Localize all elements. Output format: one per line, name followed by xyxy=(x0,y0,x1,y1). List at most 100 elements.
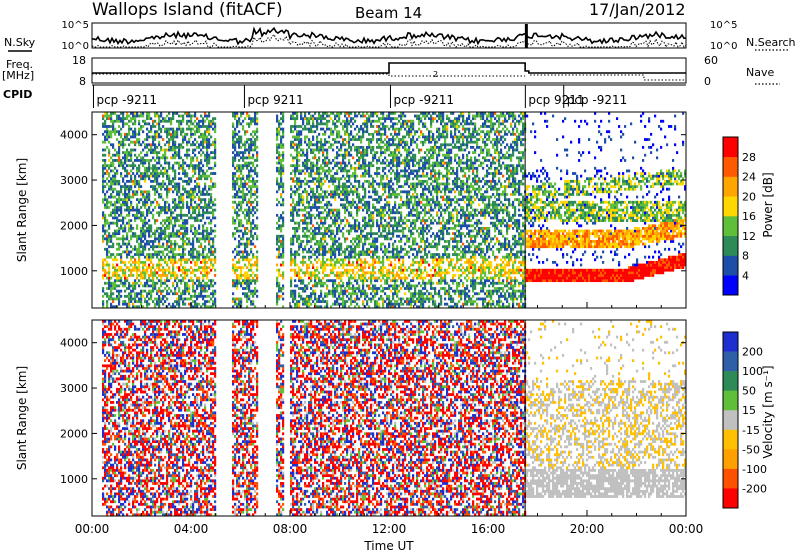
power-cell xyxy=(152,156,154,159)
power-cell xyxy=(200,159,202,162)
power-cell xyxy=(168,235,170,238)
power-cell xyxy=(154,125,156,128)
power-cell xyxy=(280,243,282,246)
power-cell xyxy=(278,201,280,204)
power-cell xyxy=(126,237,128,240)
power-cell xyxy=(304,162,306,165)
power-cell xyxy=(276,183,278,186)
power-cell xyxy=(212,266,214,269)
power-cell xyxy=(166,261,168,264)
power-cell xyxy=(132,227,134,230)
power-cell xyxy=(140,235,142,238)
power-cell xyxy=(180,156,182,159)
power-cell xyxy=(282,198,284,201)
power-cell xyxy=(356,211,358,214)
power-cell xyxy=(376,141,378,144)
power-cell xyxy=(110,156,112,159)
power-cell xyxy=(248,295,250,298)
power-cell xyxy=(158,264,160,267)
power-cell xyxy=(256,290,258,293)
power-cell xyxy=(206,271,208,274)
power-cell xyxy=(156,266,158,269)
power-cell xyxy=(358,243,360,246)
power-cell xyxy=(248,269,250,272)
power-cell xyxy=(110,290,112,293)
power-cell xyxy=(198,232,200,235)
power-cell xyxy=(182,256,184,259)
power-cell xyxy=(342,290,344,293)
power-cell xyxy=(362,209,364,212)
power-cell xyxy=(282,203,284,206)
power-cell xyxy=(180,128,182,131)
power-cell xyxy=(130,128,132,131)
power-cell xyxy=(102,159,104,162)
power-cell xyxy=(276,156,278,159)
power-cell xyxy=(210,125,212,128)
power-cell xyxy=(314,183,316,186)
power-cell xyxy=(356,235,358,238)
power-cell xyxy=(242,188,244,191)
power-cell xyxy=(368,146,370,149)
power-cell xyxy=(128,211,130,214)
power-cell xyxy=(332,120,334,123)
power-cell xyxy=(158,175,160,178)
power-cell xyxy=(120,133,122,136)
power-cell xyxy=(204,230,206,233)
power-cell xyxy=(136,282,138,285)
power-cell xyxy=(290,128,292,131)
power-cell xyxy=(254,120,256,123)
power-cell xyxy=(202,141,204,144)
power-cell xyxy=(156,203,158,206)
power-cell xyxy=(202,138,204,141)
power-cell xyxy=(326,154,328,157)
power-cell xyxy=(328,290,330,293)
power-cell xyxy=(214,251,216,254)
power-cell xyxy=(296,274,298,277)
power-cell xyxy=(108,180,110,183)
power-cell xyxy=(310,149,312,152)
power-cell xyxy=(360,279,362,282)
power-cell xyxy=(376,287,378,290)
power-cell xyxy=(122,164,124,167)
power-cell xyxy=(136,261,138,264)
power-cell xyxy=(280,245,282,248)
power-cell xyxy=(116,277,118,280)
power-cell xyxy=(306,235,308,238)
power-cell xyxy=(364,154,366,157)
power-cell xyxy=(316,284,318,287)
power-cell xyxy=(370,133,372,136)
power-cell xyxy=(344,258,346,261)
power-cell xyxy=(340,203,342,206)
power-cell xyxy=(148,117,150,120)
power-cell xyxy=(322,245,324,248)
power-cell xyxy=(318,282,320,285)
power-cell xyxy=(344,240,346,243)
power-cell xyxy=(134,183,136,186)
power-cell xyxy=(188,290,190,293)
power-cell xyxy=(114,183,116,186)
power-cell xyxy=(326,120,328,123)
power-cell xyxy=(372,287,374,290)
power-cell xyxy=(156,190,158,193)
power-cell xyxy=(126,196,128,199)
power-cell xyxy=(336,240,338,243)
power-cell xyxy=(250,138,252,141)
power-cell xyxy=(314,269,316,272)
power-cell xyxy=(108,115,110,118)
power-cell xyxy=(232,172,234,175)
power-cell xyxy=(370,256,372,259)
power-cell xyxy=(108,298,110,301)
power-cell xyxy=(304,235,306,238)
power-cell xyxy=(244,162,246,165)
power-cell xyxy=(172,190,174,193)
power-cell xyxy=(344,237,346,240)
power-cell xyxy=(248,201,250,204)
power-cell xyxy=(244,196,246,199)
power-cell xyxy=(256,128,258,131)
power-cell xyxy=(160,183,162,186)
power-cell xyxy=(242,211,244,214)
power-cell xyxy=(166,298,168,301)
power-cell xyxy=(194,185,196,188)
power-cell xyxy=(372,133,374,136)
power-cell xyxy=(188,211,190,214)
